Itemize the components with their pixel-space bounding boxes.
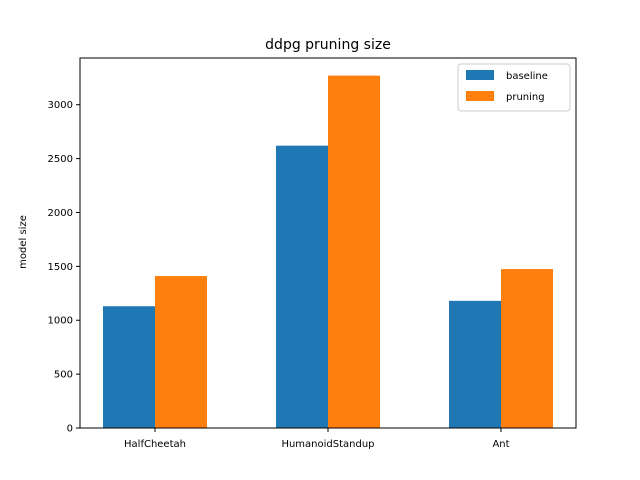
plot-frame [79, 57, 577, 429]
y-tick-label: 0 [67, 424, 73, 435]
legend-swatch-pruning [466, 91, 494, 101]
ticks-group: 0 500 1000 1500 2000 2500 3000 HalfCheetah Human… [48, 100, 510, 450]
legend: baseline pruning [457, 63, 571, 112]
bars-group [103, 75, 553, 428]
x-tick-label: HalfCheetah [124, 439, 186, 450]
bar-baseline-HumanoidStandup [276, 145, 328, 428]
x-tick-label: Ant [492, 439, 509, 450]
y-tick-label: 2500 [48, 154, 73, 165]
legend-swatch-baseline [466, 70, 494, 80]
y-tick-label: 3000 [48, 100, 73, 111]
y-axis-label: model size [18, 215, 29, 269]
bar-baseline-HalfCheetah [103, 306, 155, 428]
legend-label-pruning: pruning [506, 92, 545, 103]
y-tick-label: 500 [54, 370, 73, 381]
y-tick-label: 1500 [48, 262, 73, 273]
y-tick-label: 2000 [48, 208, 73, 219]
chart-title: ddpg pruning size [265, 37, 391, 53]
y-tick-label: 1000 [48, 316, 73, 327]
legend-label-baseline: baseline [506, 71, 548, 82]
bar-baseline-Ant [449, 300, 501, 428]
bar-pruning-HalfCheetah [155, 276, 207, 428]
x-tick-label: HumanoidStandup [281, 439, 374, 450]
bar-pruning-HumanoidStandup [328, 75, 380, 428]
bar-pruning-Ant [501, 269, 553, 428]
